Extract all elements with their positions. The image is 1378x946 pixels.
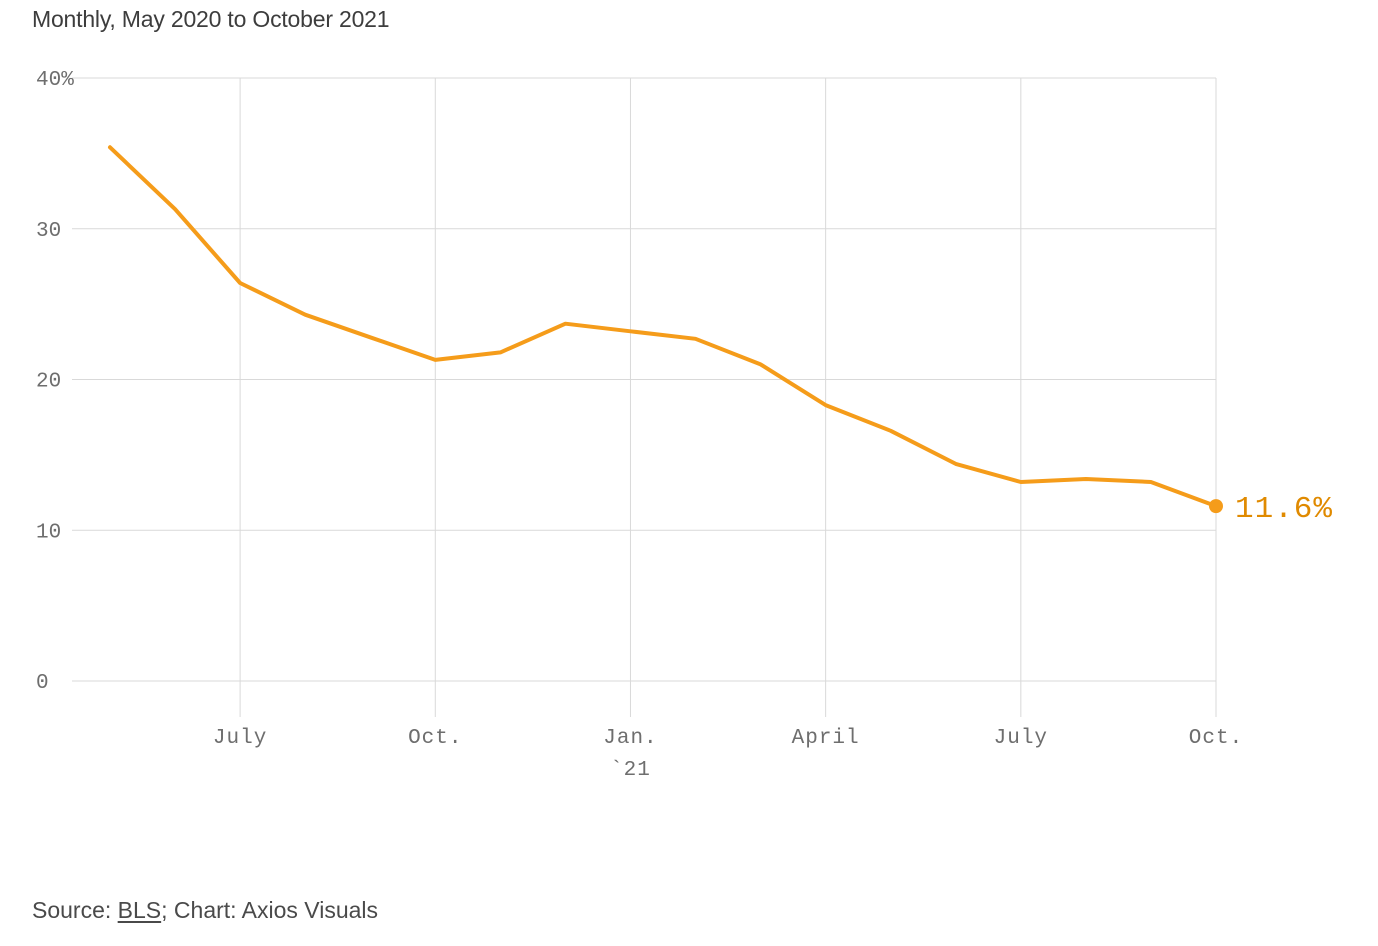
chart-subtitle: Monthly, May 2020 to October 2021	[32, 6, 390, 32]
source-note: Source: BLS; Chart: Axios Visuals	[32, 897, 378, 924]
source-suffix: ; Chart: Axios Visuals	[161, 897, 379, 923]
x-tick-label: April	[792, 727, 860, 750]
source-link-bls[interactable]: BLS	[117, 897, 162, 923]
x-tick-sublabel: `21	[610, 759, 651, 782]
x-axis-ticks: July Oct. Jan. `21 April July Oct.	[213, 727, 1243, 782]
x-tick-label: Oct.	[1189, 727, 1243, 750]
y-tick-label: 0	[36, 672, 49, 695]
x-tick-label: Oct.	[408, 727, 462, 750]
end-point-marker	[1209, 499, 1223, 514]
end-value-label: 11.6%	[1235, 492, 1333, 527]
y-tick-label: 40%	[36, 69, 74, 92]
x-tick-label: July	[213, 727, 267, 750]
series-group: 11.6%	[108, 145, 1333, 527]
y-tick-label: 30	[36, 220, 61, 243]
vertical-gridlines	[239, 78, 1217, 717]
source-prefix: Source:	[32, 897, 118, 923]
horizontal-gridlines	[72, 77, 1216, 682]
x-tick-label: July	[994, 727, 1048, 750]
y-axis-ticks: 0 10 20 30 40%	[36, 69, 74, 695]
series-line	[108, 145, 1218, 509]
y-tick-label: 20	[36, 371, 61, 394]
x-tick-label: Jan.	[603, 727, 657, 750]
y-tick-label: 10	[36, 521, 61, 544]
